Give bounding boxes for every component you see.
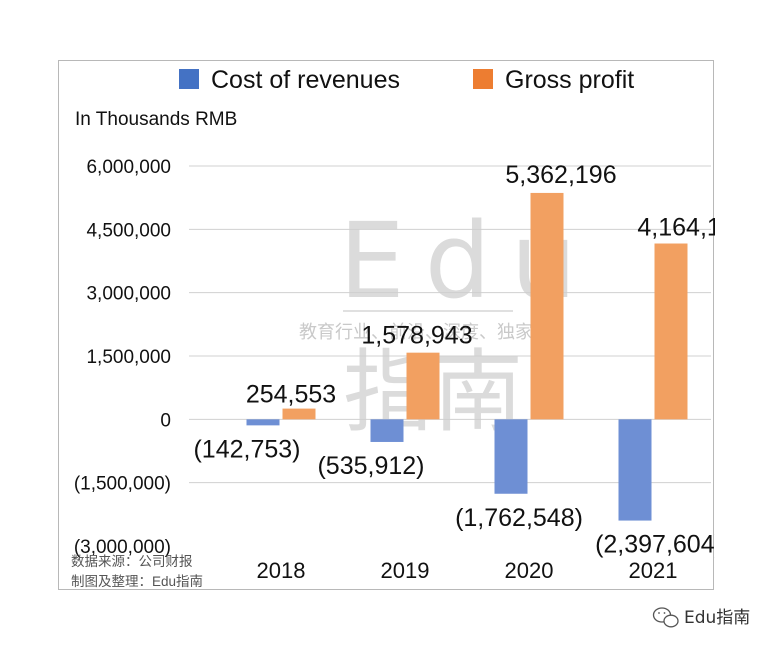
data-label-cost-of-revenues-2019: (535,912)	[317, 452, 424, 480]
x-tick-label-2019: 2019	[381, 558, 430, 583]
x-axis-labels: 2018 2019 2020 2021	[257, 558, 678, 583]
chart-frame: Cost of revenues Gross profit In Thousan…	[58, 60, 715, 590]
data-label-gross-profit-2021: 4,164,143	[637, 214, 715, 242]
legend-swatch-gross-profit	[473, 69, 493, 89]
bar-gross-profit-2020	[530, 192, 564, 420]
x-tick-label-2021: 2021	[629, 558, 678, 583]
legend: Cost of revenues Gross profit	[179, 66, 634, 94]
y-axis-labels: 6,000,000 4,500,000 3,000,000 1,500,000 0 (1,…	[74, 157, 171, 558]
source-line-2: 制图及整理：Edu指南	[71, 574, 203, 589]
y-tick-label: 6,000,000	[86, 157, 171, 178]
legend-label-cost-of-revenues: Cost of revenues	[211, 66, 400, 94]
bars	[246, 192, 688, 521]
legend-label-gross-profit: Gross profit	[505, 66, 634, 94]
data-label-cost-of-revenues-2020: (1,762,548)	[455, 504, 583, 532]
y-tick-label: (3,000,000)	[74, 537, 171, 558]
bar-cost-of-revenues-2018	[246, 419, 280, 426]
bar-chart: Cost of revenues Gross profit In Thousan…	[71, 66, 715, 589]
brand-text: Edu指南	[684, 608, 750, 628]
data-label-cost-of-revenues-2021: (2,397,604)	[595, 531, 715, 559]
unit-label: In Thousands RMB	[75, 109, 237, 130]
data-label-gross-profit-2020: 5,362,196	[505, 161, 616, 189]
y-tick-label: (1,500,000)	[74, 474, 171, 495]
data-labels: (142,753) 254,553 (535,912) 1,578,943 (1,762…	[193, 161, 715, 559]
watermark-tagline: 教育行业、前沿、深度、独家	[299, 322, 533, 343]
source-line-1: 数据来源：公司财报	[71, 554, 193, 569]
bar-cost-of-revenues-2021	[618, 419, 652, 521]
x-tick-label-2018: 2018	[257, 558, 306, 583]
bar-gross-profit-2021	[654, 243, 688, 420]
legend-swatch-cost-of-revenues	[179, 69, 199, 89]
y-tick-label: 1,500,000	[86, 347, 171, 368]
brand-mark: Edu指南	[652, 607, 750, 628]
bar-cost-of-revenues-2020	[494, 419, 528, 494]
bar-cost-of-revenues-2019	[370, 419, 404, 442]
wechat-icon	[652, 607, 679, 628]
x-tick-label-2020: 2020	[505, 558, 554, 583]
data-label-gross-profit-2019: 1,578,943	[361, 322, 472, 350]
data-label-gross-profit-2018: 254,553	[246, 381, 336, 409]
y-tick-label: 0	[160, 410, 171, 431]
y-tick-label: 4,500,000	[86, 220, 171, 241]
bar-gross-profit-2018	[282, 408, 316, 420]
bar-gross-profit-2019	[406, 352, 440, 420]
data-label-cost-of-revenues-2018: (142,753)	[193, 435, 300, 463]
y-tick-label: 3,000,000	[86, 284, 171, 305]
